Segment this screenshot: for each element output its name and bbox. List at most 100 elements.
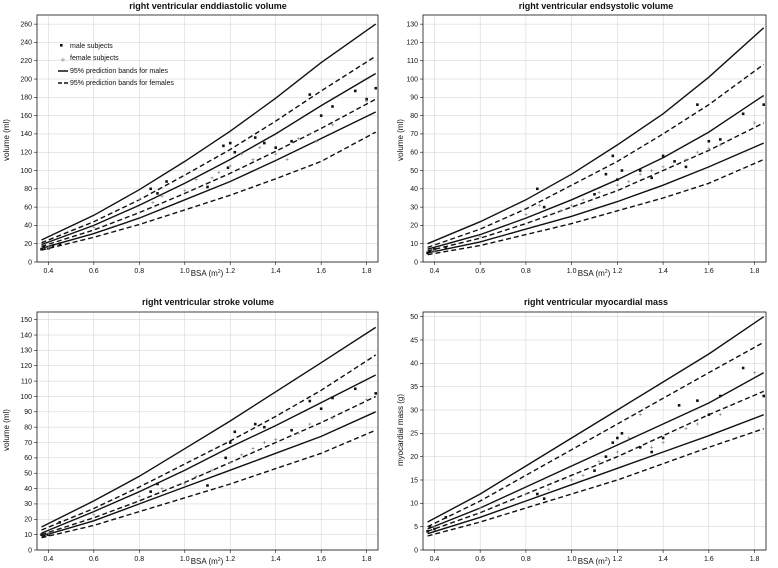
female-data-point (217, 170, 221, 174)
legend-male-marker (60, 44, 63, 47)
male-data-point (149, 187, 152, 191)
y-tick-label: 130 (20, 348, 32, 355)
x-tick-label: 1.4 (271, 556, 281, 563)
legend-male-label: male subjects (70, 43, 113, 50)
y-tick-label: 90 (410, 95, 418, 102)
female-data-point (46, 245, 50, 249)
male-data-point (263, 425, 266, 429)
y-tick-label: 0 (28, 547, 32, 554)
x-tick-label: 0.4 (43, 556, 53, 563)
y-tick-label: 100 (406, 76, 418, 83)
female-data-point (228, 164, 232, 168)
female-data-point (753, 371, 757, 375)
y-tick-label: 80 (410, 113, 418, 120)
y-tick-label: 30 (24, 501, 32, 508)
y-tick-label: 0 (414, 547, 418, 554)
male-data-point (253, 422, 257, 426)
x-axis-label: BSA (m2) (191, 557, 224, 566)
male-data-point (40, 533, 43, 536)
x-tick-label: 1.8 (362, 556, 372, 563)
male-data-point (536, 492, 539, 496)
male-data-point (650, 176, 653, 180)
male-data-point (331, 396, 334, 400)
y-tick-label: 110 (21, 378, 32, 385)
female-data-point (137, 494, 141, 498)
male-data-point (444, 516, 448, 519)
female-data-point (638, 413, 642, 417)
panel-enddiastolic-volume: right ventricular enddiastolic volume BS… (2, 1, 379, 278)
y-tick-label: 80 (24, 186, 32, 193)
female-band-upper (427, 63, 765, 249)
panel-stroke-volume: right ventricular stroke volume BSA (m2)… (2, 297, 379, 566)
chart-title: right ventricular endsystolic volume (519, 1, 674, 11)
x-tick-label: 1.8 (750, 556, 760, 563)
female-data-point (251, 158, 255, 162)
female-data-point (650, 169, 654, 173)
female-data-point (240, 152, 244, 156)
x-tick-label: 1.2 (225, 268, 235, 275)
y-tick-label: 50 (410, 314, 418, 321)
male-data-point (353, 387, 357, 391)
female-data-point (137, 198, 141, 202)
x-axis-label: BSA (m2) (191, 269, 224, 278)
male-data-point (611, 441, 615, 444)
female-band-lower (427, 428, 764, 537)
y-axis-label: volume (ml) (2, 409, 11, 451)
x-tick-label: 0.6 (475, 556, 485, 563)
y-tick-label: 10 (24, 532, 32, 539)
x-tick-label: 1.4 (658, 268, 668, 275)
chart-title: right ventricular stroke volume (142, 297, 274, 307)
female-data-point (718, 413, 722, 417)
male-band-mid (41, 374, 377, 534)
female-data-point (615, 183, 619, 187)
female-band-upper (41, 55, 377, 244)
male-data-point (661, 436, 665, 440)
male-data-point (616, 436, 619, 440)
female-data-point (597, 459, 601, 463)
male-data-point (233, 150, 237, 154)
female-data-point (524, 212, 528, 216)
y-tick-label: 20 (24, 241, 32, 248)
female-data-point (258, 146, 262, 150)
male-data-point (426, 251, 429, 255)
y-tick-label: 40 (410, 186, 418, 193)
male-data-point (228, 441, 232, 444)
male-data-point (604, 172, 608, 176)
y-tick-label: 120 (406, 40, 418, 47)
female-data-point (695, 150, 699, 154)
male-data-point (51, 244, 55, 247)
female-data-point (538, 203, 542, 207)
plot-frame (36, 311, 379, 551)
female-data-point (753, 121, 757, 125)
y-tick-label: 20 (410, 223, 418, 230)
x-tick-label: 1.4 (271, 268, 281, 275)
x-tick-label: 1.2 (225, 556, 235, 563)
y-tick-label: 5 (414, 524, 418, 531)
y-tick-label: 240 (20, 40, 32, 47)
male-band-lower (427, 142, 764, 254)
male-data-point (428, 249, 432, 253)
female-data-point (331, 416, 335, 420)
y-tick-label: 120 (20, 150, 32, 157)
female-data-point (92, 225, 96, 229)
male-data-point (156, 482, 159, 486)
male-data-point (593, 193, 596, 196)
male-data-point (40, 247, 43, 251)
male-data-point (274, 146, 277, 149)
male-data-point (718, 138, 722, 141)
male-data-point (206, 185, 209, 189)
female-data-point (160, 487, 164, 491)
y-tick-label: 20 (410, 454, 418, 461)
y-tick-label: 45 (410, 337, 418, 344)
x-tick-label: 0.8 (521, 556, 531, 563)
y-tick-label: 80 (24, 424, 32, 431)
plot-frame (422, 14, 767, 263)
female-data-point (627, 179, 631, 183)
male-data-point (536, 187, 539, 191)
male-data-point (684, 165, 688, 169)
female-band-lower (427, 158, 764, 256)
x-tick-label: 1.2 (612, 556, 622, 563)
male-data-point (374, 86, 378, 90)
x-tick-label: 0.8 (134, 268, 144, 275)
male-data-point (263, 141, 266, 145)
